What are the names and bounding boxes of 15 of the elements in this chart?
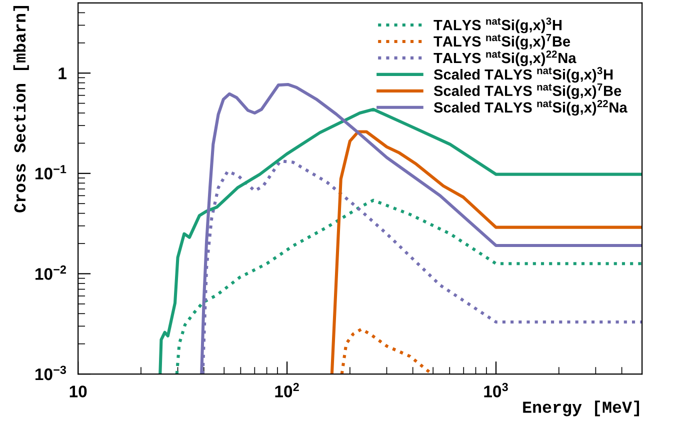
y-tick-label: 10$^{−2}$ [36,265,66,280]
legend-label: TALYS $^{nat}$Si(g,x)$^{3}$H [434,18,562,34]
legend-label: TALYS $^{nat}$Si(g,x)$^{7}$Be [434,34,570,50]
legend-label: TALYS $^{nat}$Si(g,x)$^{22}$Na [434,50,576,66]
y-tick-label: 10$^{−1}$ [36,165,66,180]
legend-label: Scaled TALYS $^{nat}$Si(g,x)$^{3}$H [434,67,613,83]
legend-label: Scaled TALYS $^{nat}$Si(g,x)$^{7}$Be [434,83,622,99]
y-tick-label: 10$^{−3}$ [36,366,66,380]
x-tick-label: 10$^{2}$ [275,382,299,398]
legend-label: Scaled TALYS $^{nat}$Si(g,x)$^{22}$Na [434,100,628,116]
y-axis-title: Cross Section [mbarn] [13,6,29,212]
x-tick-label: 10 [70,386,87,398]
x-axis-title: Energy [MeV] [523,400,639,416]
x-tick-label: 10$^{3}$ [484,382,508,398]
y-tick-label: 1 [58,68,66,80]
